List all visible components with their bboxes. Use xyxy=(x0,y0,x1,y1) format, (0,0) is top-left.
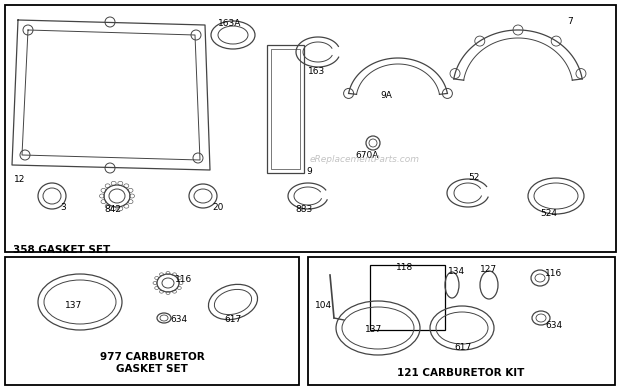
Text: 977 CARBURETOR
GASKET SET: 977 CARBURETOR GASKET SET xyxy=(100,352,205,374)
Text: 137: 137 xyxy=(65,301,82,310)
Text: 116: 116 xyxy=(175,274,192,283)
Text: 9A: 9A xyxy=(380,90,392,99)
Text: 116: 116 xyxy=(545,269,562,278)
Bar xyxy=(308,257,615,385)
Text: 7: 7 xyxy=(567,18,573,27)
Bar xyxy=(5,5,616,252)
Text: 134: 134 xyxy=(448,267,465,276)
Text: 670A: 670A xyxy=(355,151,378,160)
Text: 163A: 163A xyxy=(218,20,241,29)
Text: 524: 524 xyxy=(540,210,557,219)
Text: eReplacementParts.com: eReplacementParts.com xyxy=(310,156,420,165)
Text: 52: 52 xyxy=(468,174,479,183)
Text: 121 CARBURETOR KIT: 121 CARBURETOR KIT xyxy=(397,368,525,378)
Text: 127: 127 xyxy=(480,265,497,274)
Text: 104: 104 xyxy=(315,301,332,310)
Text: 634: 634 xyxy=(545,321,562,330)
Bar xyxy=(5,257,299,385)
Text: 358 GASKET SET: 358 GASKET SET xyxy=(13,245,110,255)
Bar xyxy=(271,49,300,169)
Text: 617: 617 xyxy=(454,343,471,352)
Bar xyxy=(267,45,304,173)
Text: 163: 163 xyxy=(308,68,326,77)
Text: 118: 118 xyxy=(396,263,414,272)
Bar xyxy=(370,265,445,330)
Text: 20: 20 xyxy=(212,203,223,212)
Text: 617: 617 xyxy=(224,316,241,325)
Text: 9: 9 xyxy=(306,167,312,176)
Text: 842: 842 xyxy=(104,204,121,213)
Text: 3: 3 xyxy=(60,203,66,212)
Text: 634: 634 xyxy=(170,316,187,325)
Text: 12: 12 xyxy=(14,176,25,185)
Text: 883: 883 xyxy=(295,206,312,215)
Text: 137: 137 xyxy=(365,325,383,334)
